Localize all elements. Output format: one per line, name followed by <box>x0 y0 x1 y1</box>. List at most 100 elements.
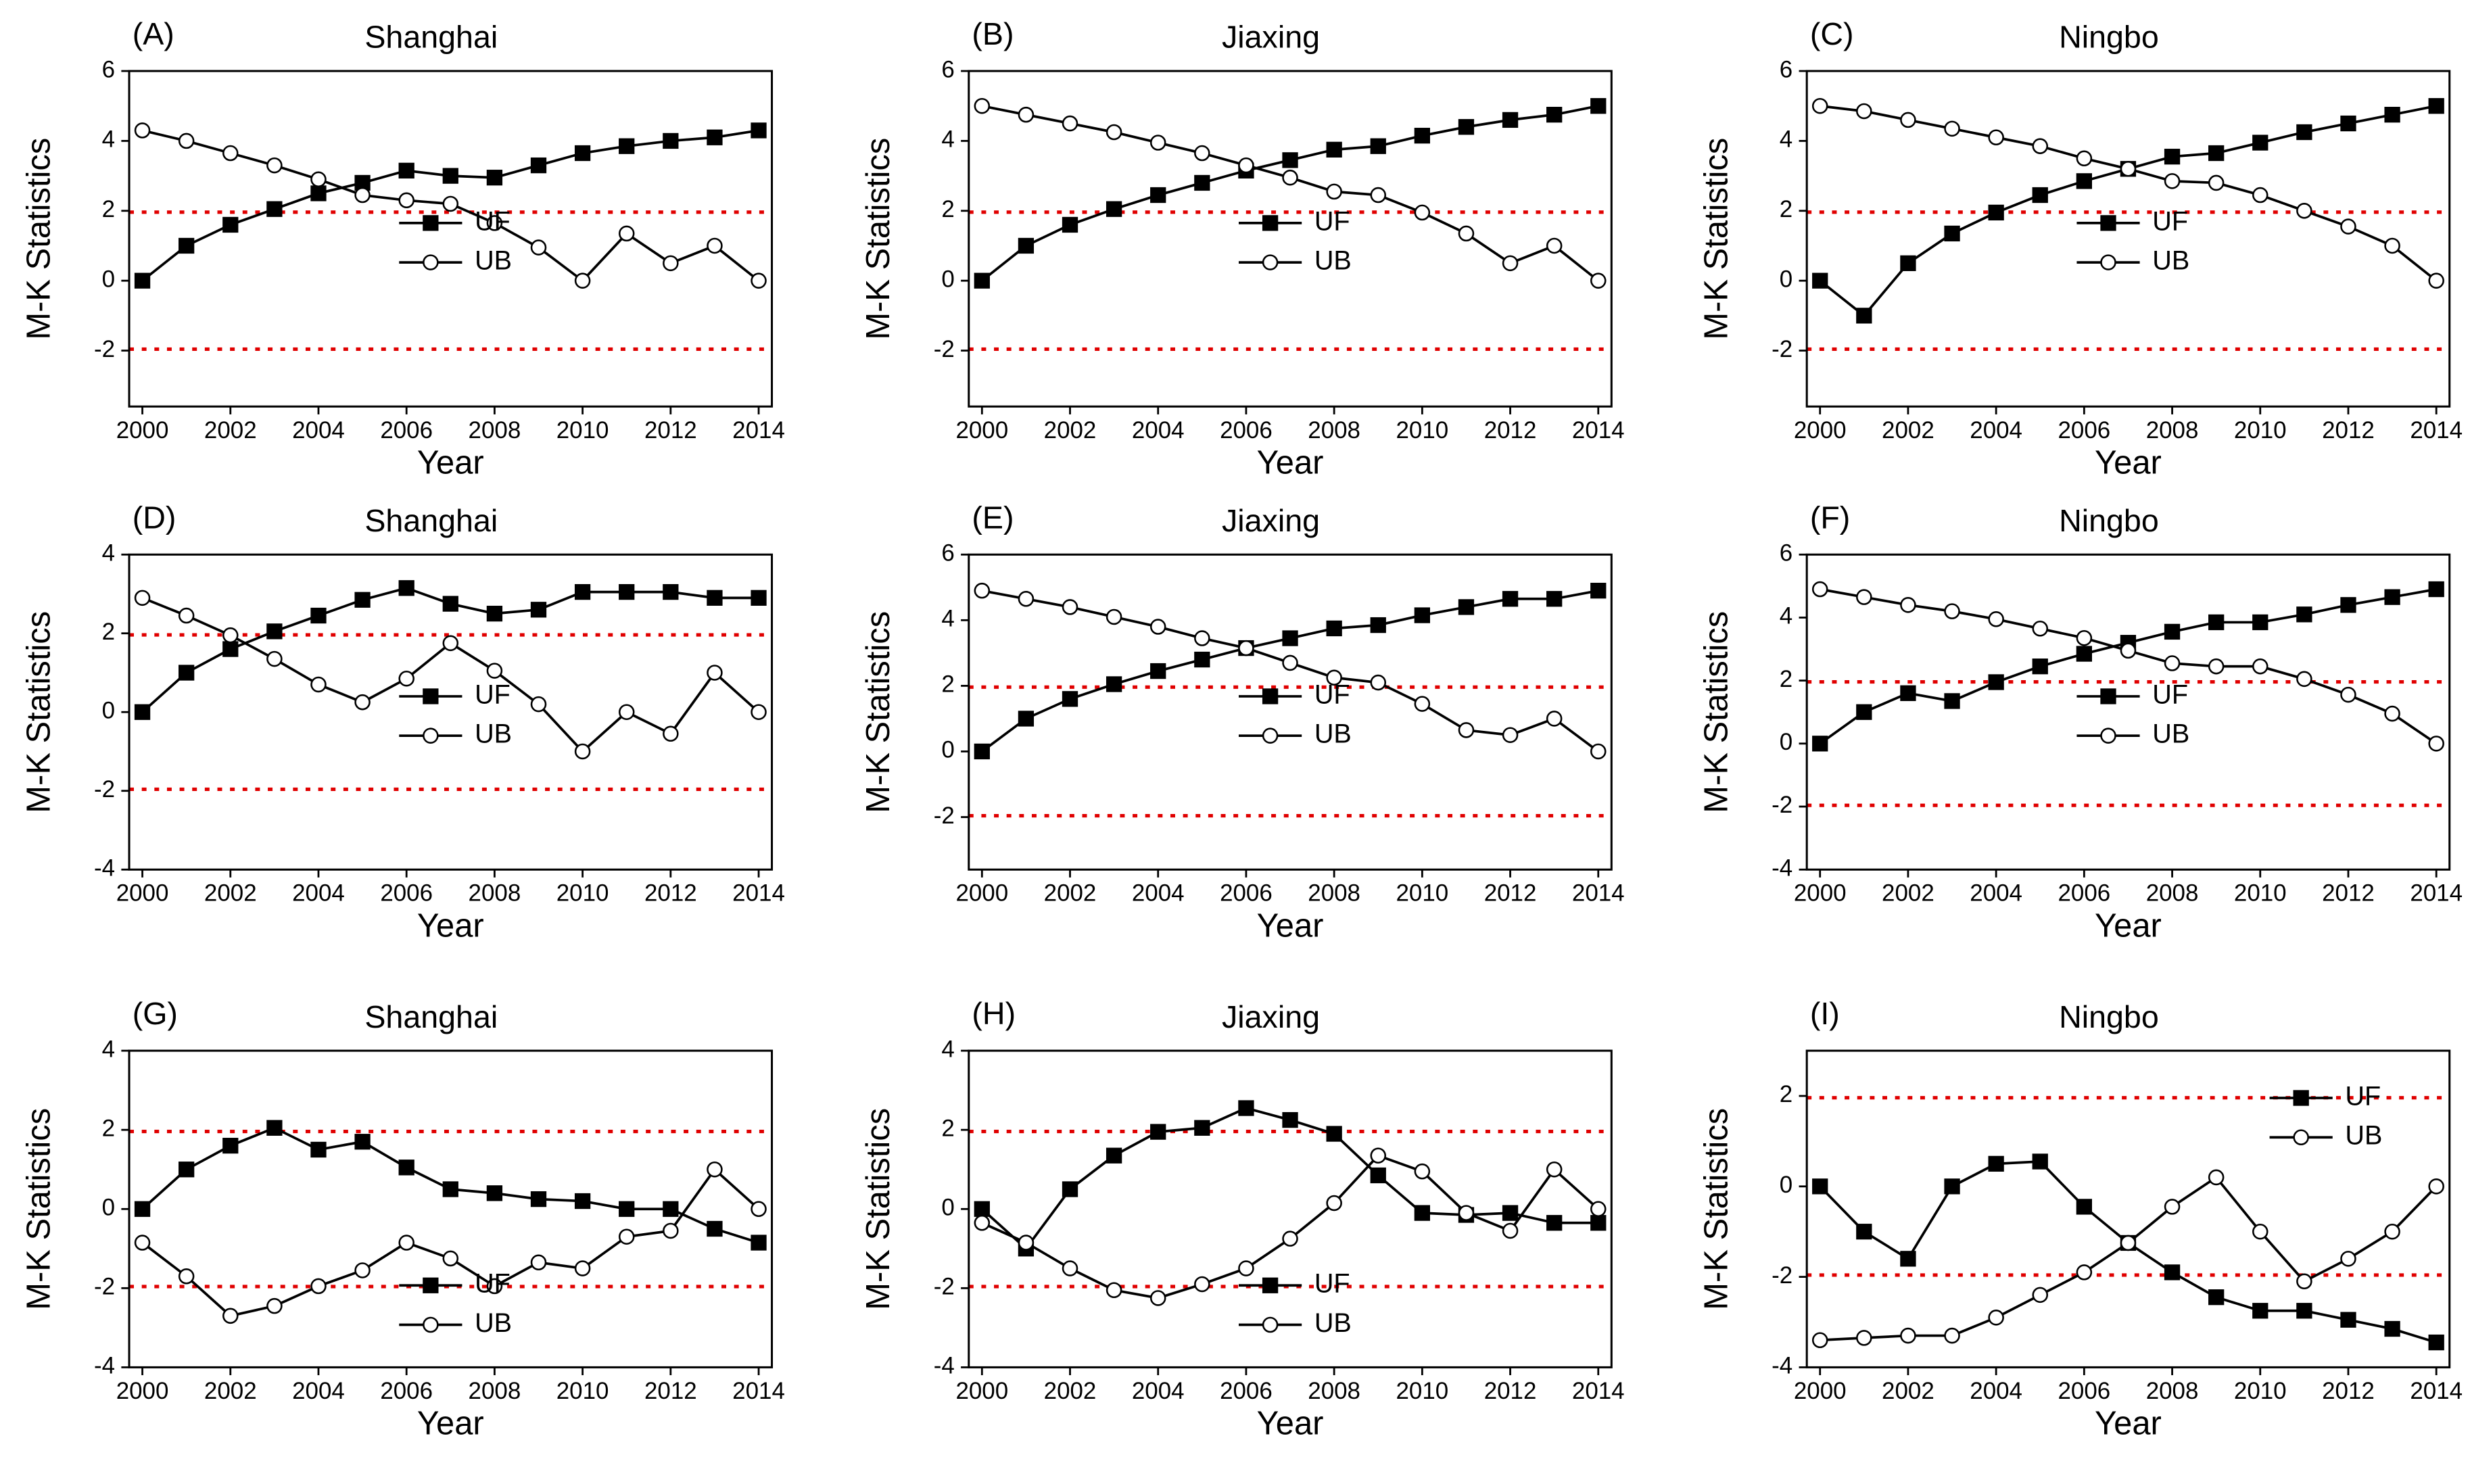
marker-square <box>2340 597 2356 613</box>
y-tick-label: 6 <box>941 540 954 566</box>
marker-square <box>2032 187 2048 204</box>
marker-circle <box>751 272 767 289</box>
panel: -4 -2 0 2 4 2000 2002 2004 2006 2008 2010 2012 2014 Y… <box>860 996 1624 1441</box>
marker-circle <box>707 665 723 681</box>
marker-square <box>1458 599 1475 615</box>
marker-square <box>486 170 503 186</box>
marker-circle <box>974 97 991 114</box>
x-tick-label: 2010 <box>556 880 609 907</box>
marker-circle <box>2120 642 2137 659</box>
marker-circle <box>2032 1287 2049 1303</box>
marker-circle <box>1546 711 1563 727</box>
x-tick-label: 2004 <box>292 1378 345 1404</box>
x-tick-label: 2014 <box>2410 417 2463 444</box>
x-tick-label: 2000 <box>1794 417 1847 444</box>
legend-marker <box>423 1316 439 1333</box>
marker-square <box>354 1134 371 1150</box>
x-tick-label: 2006 <box>1220 1378 1273 1404</box>
marker-square <box>663 583 679 600</box>
y-axis-label: M-K Statistics <box>20 1108 57 1310</box>
marker-square <box>974 743 990 760</box>
marker-square <box>1900 1251 1916 1267</box>
marker-circle <box>310 1278 327 1295</box>
legend-marker <box>423 254 439 270</box>
x-tick-label: 2002 <box>204 1378 257 1404</box>
marker-circle <box>134 122 151 139</box>
marker-circle <box>1326 669 1342 686</box>
panel-label: (E) <box>972 500 1014 535</box>
marker-circle <box>1590 272 1607 289</box>
marker-square <box>1414 1205 1431 1221</box>
y-tick-label: 0 <box>102 1194 115 1220</box>
marker-circle <box>2384 705 2400 722</box>
y-tick-label: 4 <box>1780 126 1792 153</box>
y-tick-label: 0 <box>102 266 115 292</box>
y-tick-label: 2 <box>941 196 954 222</box>
panel-label: (C) <box>1810 16 1854 51</box>
marker-square <box>1370 617 1386 633</box>
marker-square <box>1282 152 1298 168</box>
marker-circle <box>2120 161 2137 177</box>
y-tick-label: 6 <box>102 56 115 82</box>
marker-square <box>266 623 283 640</box>
marker-square <box>1944 1178 1960 1195</box>
marker-circle <box>1414 1163 1431 1180</box>
plot-frame <box>1805 553 2451 871</box>
marker-circle <box>2296 1273 2312 1290</box>
y-tick-label: 0 <box>941 266 954 292</box>
legend-label: UF <box>2152 206 2188 236</box>
legend-label: UB <box>475 246 512 276</box>
marker-square <box>310 607 327 624</box>
marker-square <box>974 1201 990 1217</box>
marker-square <box>1106 201 1122 217</box>
y-tick-label: 2 <box>102 1115 115 1141</box>
marker-square <box>442 1181 458 1197</box>
legend-label: UB <box>475 1308 512 1338</box>
marker-square <box>1414 607 1431 623</box>
y-tick-label: 2 <box>102 619 115 645</box>
y-tick-label: -4 <box>1772 855 1792 881</box>
marker-square <box>574 583 591 600</box>
x-tick-label: 2008 <box>469 417 521 444</box>
marker-circle <box>1282 169 1298 186</box>
y-tick-label: 4 <box>941 126 954 153</box>
marker-square <box>751 122 767 139</box>
marker-circle <box>1106 608 1122 625</box>
legend-label: UF <box>2345 1081 2381 1111</box>
legend-label: UF <box>475 206 510 236</box>
y-tick-label: -2 <box>1772 1262 1792 1289</box>
marker-square <box>310 185 327 201</box>
marker-circle <box>354 1262 371 1278</box>
legend-label: UB <box>2152 719 2189 749</box>
y-tick-label: 6 <box>1780 540 1792 566</box>
marker-square <box>2428 581 2444 598</box>
marker-square <box>134 1201 151 1217</box>
y-axis-label: M-K Statistics <box>860 138 897 340</box>
marker-square <box>707 129 723 145</box>
plot-frame <box>128 70 774 408</box>
y-tick-label: 0 <box>1780 266 1792 292</box>
x-tick-label: 2004 <box>1970 880 2022 907</box>
legend-marker <box>1262 1316 1279 1333</box>
legend-label: UB <box>2345 1121 2382 1151</box>
marker-circle <box>134 1235 151 1251</box>
x-tick-label: 2014 <box>2410 1378 2463 1404</box>
marker-square <box>1326 141 1342 158</box>
marker-square <box>2428 1334 2444 1351</box>
marker-circle <box>1900 1327 1916 1344</box>
marker-square <box>222 641 239 657</box>
legend-marker <box>1262 727 1279 744</box>
x-axis-label: Year <box>1257 1406 1324 1442</box>
marker-square <box>1370 138 1386 154</box>
plot-frame <box>968 553 1613 871</box>
marker-circle <box>398 192 414 209</box>
marker-square <box>751 590 767 606</box>
y-tick-label: 4 <box>941 606 954 632</box>
legend-label: UB <box>1314 1308 1352 1338</box>
marker-circle <box>1502 727 1519 743</box>
marker-circle <box>442 1250 459 1267</box>
marker-circle <box>2428 1178 2444 1195</box>
marker-square <box>1106 1147 1122 1164</box>
x-tick-label: 2014 <box>732 417 785 444</box>
legend-marker <box>2100 254 2116 270</box>
